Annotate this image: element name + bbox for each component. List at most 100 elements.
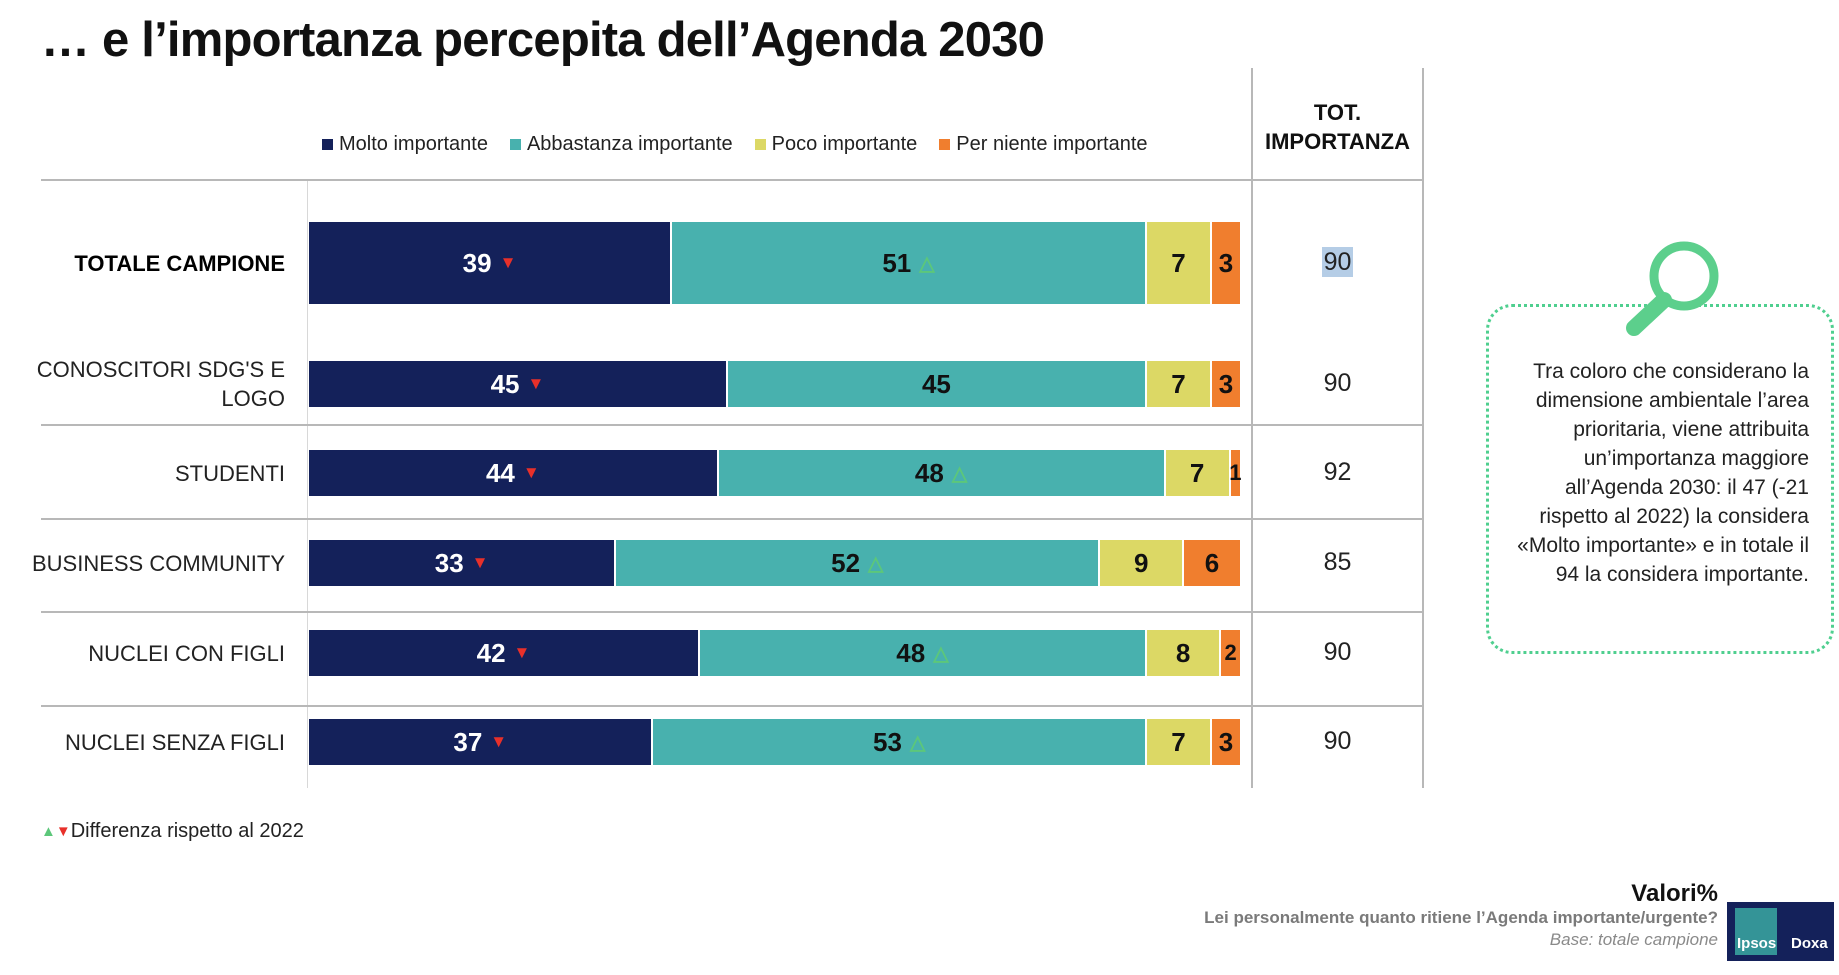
row-divider [41, 611, 1423, 613]
bar-segment-molto: 37 ▼ [309, 719, 654, 765]
bar-segment-molto: 45 ▼ [309, 361, 728, 407]
tot-value-text: 90 [1323, 369, 1352, 397]
bar-segment-molto: 42 ▼ [309, 630, 701, 676]
chart-legend: Molto importante Abbastanza importante Poc… [322, 133, 1148, 156]
legend-item-poco: Poco importante [754, 133, 918, 156]
bar-segment-molto: 33 ▼ [309, 540, 617, 586]
data-label: 45 [921, 368, 951, 399]
bar-segment-molto: 44 ▼ [309, 450, 719, 496]
bar-segment-per-niente: 2 [1221, 630, 1240, 676]
tot-importanza-header: TOT. IMPORTANZA [1252, 98, 1423, 156]
legend-item-per-niente: Per niente importante [939, 133, 1148, 156]
legend-label: Poco importante [771, 133, 918, 155]
tot-value-text: 90 [1321, 247, 1354, 277]
data-label: 1 [1229, 460, 1242, 485]
bar-row: 42 ▼ 48 △ 8 2 [309, 630, 1240, 676]
data-label: 48 [896, 637, 926, 668]
down-arrow-icon: ▼ [522, 463, 540, 482]
tot-value-text: 90 [1323, 638, 1352, 666]
bar-segment-abbastanza: 45 [727, 361, 1147, 407]
bar-segment-per-niente: 3 [1212, 361, 1240, 407]
tot-column-divider [1251, 68, 1253, 788]
bar-segment-abbastanza: 51 △ [672, 222, 1147, 304]
values-unit-label: Valori% [1631, 880, 1718, 907]
legend-swatch [322, 139, 333, 150]
bar-segment-per-niente: 1 [1229, 450, 1242, 496]
tot-importanza-value: 90 [1252, 638, 1423, 667]
down-arrow-icon: ▼ [513, 643, 531, 662]
tot-importanza-value: 85 [1252, 548, 1423, 577]
data-label: 48 [914, 457, 944, 488]
logo-text-doxa: Doxa [1791, 935, 1828, 952]
data-label: 6 [1204, 547, 1220, 578]
down-arrow-icon: ▼ [471, 553, 489, 572]
magnifier-icon [1626, 241, 1719, 336]
tot-value-text: 85 [1323, 548, 1352, 576]
up-arrow-icon: △ [868, 552, 884, 575]
tot-importanza-value: 92 [1252, 458, 1423, 487]
page-title: … e l’importanza percepita dell’Agenda 2… [41, 13, 1045, 67]
footnote: ▲ ▼ Differenza rispetto al 2022 [41, 820, 304, 843]
data-label: 37 [453, 726, 483, 757]
data-label: 7 [1171, 368, 1186, 399]
legend-item-abbastanza: Abbastanza importante [509, 133, 733, 156]
bar-row: 44 ▼ 48 △ 7 1 [309, 450, 1242, 496]
data-label: 2 [1224, 640, 1237, 665]
data-label: 33 [434, 547, 464, 578]
up-arrow-icon: △ [951, 462, 968, 485]
down-arrow-icon: ▼ [499, 253, 517, 272]
tot-value-text: 90 [1323, 727, 1352, 755]
legend-label: Per niente importante [956, 133, 1148, 155]
legend-item-molto: Molto importante [322, 133, 488, 156]
row-divider [41, 424, 1423, 426]
bar-segment-abbastanza: 48 △ [718, 450, 1166, 496]
header-divider [41, 179, 1423, 181]
footnote-text: Differenza rispetto al 2022 [70, 820, 304, 842]
legend-swatch [939, 139, 951, 150]
bar-row: 39 ▼ 51 △ 7 3 [309, 222, 1240, 304]
row-divider [41, 705, 1423, 707]
bar-row: 45 ▼ 45 7 3 [309, 361, 1240, 407]
data-label: 51 [882, 247, 912, 278]
bar-segment-abbastanza: 48 △ [700, 630, 1147, 676]
data-label: 53 [873, 726, 902, 757]
tot-importanza-value: 90 [1252, 727, 1423, 756]
data-label: 45 [490, 368, 520, 399]
bar-segment-per-niente: 6 [1184, 540, 1240, 586]
survey-question: Lei personalmente quanto ritiene l’Agend… [1204, 908, 1718, 927]
bar-segment-poco: 7 [1146, 719, 1213, 765]
data-label: 3 [1218, 726, 1234, 757]
legend-label: Abbastanza importante [526, 133, 733, 155]
category-label: STUDENTI [175, 460, 285, 486]
callout-box: Tra coloro che considerano la dimensione… [1486, 304, 1834, 654]
bar-segment-poco: 9 [1100, 540, 1185, 586]
data-label: 3 [1218, 368, 1234, 399]
category-label: CONOSCITORI SDG'S E LOGO [36, 357, 285, 411]
bar-segment-per-niente: 3 [1212, 719, 1240, 765]
tot-header-line1: TOT. [1313, 100, 1362, 125]
up-arrow-icon: △ [933, 642, 949, 665]
data-label: 7 [1189, 457, 1205, 488]
up-arrow-icon: ▲ [41, 823, 56, 840]
logo-text-ipsos: Ipsos [1737, 935, 1777, 952]
up-arrow-icon: △ [919, 252, 935, 275]
legend-swatch [509, 139, 521, 150]
bar-segment-abbastanza: 53 △ [653, 719, 1147, 765]
down-arrow-icon: ▼ [55, 823, 71, 840]
tot-value-text: 92 [1323, 458, 1352, 486]
data-label: 9 [1133, 547, 1149, 578]
bar-row: 37 ▼ 53 △ 7 3 [309, 719, 1240, 765]
bar-segment-abbastanza: 52 △ [616, 540, 1101, 586]
tot-header-line2: IMPORTANZA [1264, 129, 1411, 154]
legend-label: Molto importante [339, 133, 488, 155]
category-label: NUCLEI CON FIGLI [88, 640, 285, 666]
bar-segment-poco: 8 [1146, 630, 1222, 676]
data-label: 7 [1171, 726, 1186, 757]
bar-segment-per-niente: 3 [1212, 222, 1240, 304]
category-label: BUSINESS COMMUNITY [31, 550, 285, 576]
data-label: 8 [1175, 637, 1191, 668]
data-label: 42 [476, 637, 506, 668]
bar-axis-line [307, 181, 308, 788]
ipsos-doxa-logo: Ipsos Doxa [1727, 902, 1834, 961]
bar-segment-poco: 7 [1146, 361, 1213, 407]
